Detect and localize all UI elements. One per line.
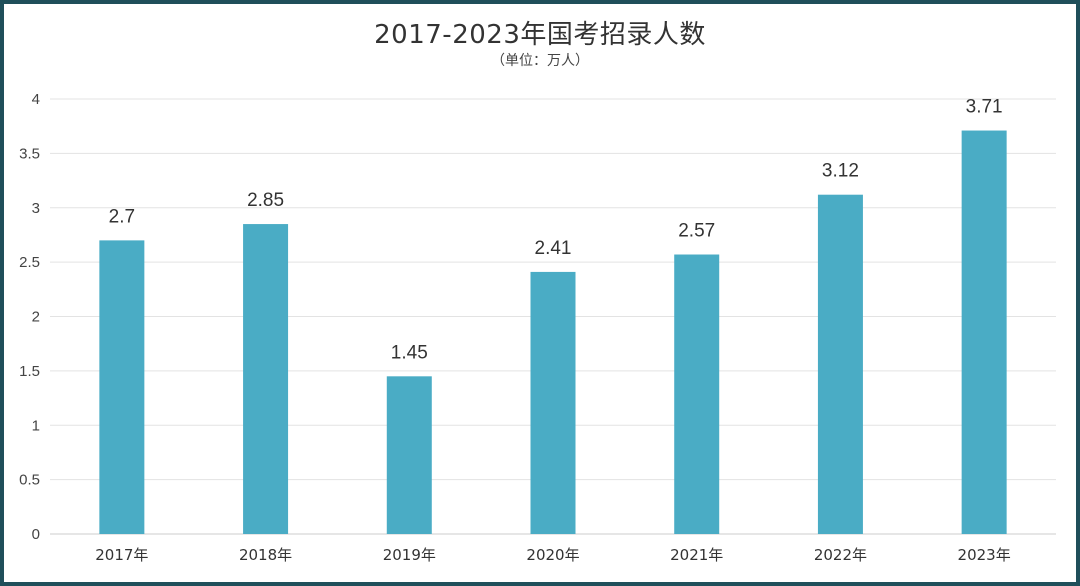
chart-title: 2017-2023年国考招录人数 (374, 20, 706, 50)
y-tick-label: 0 (32, 526, 40, 543)
y-tick-label: 4 (32, 91, 40, 108)
x-category-label: 2019年 (383, 546, 436, 564)
y-tick-label: 1.5 (19, 363, 40, 380)
bar-2022年 (817, 194, 863, 534)
data-label: 2.57 (678, 221, 715, 242)
y-tick-label: 1 (32, 417, 40, 434)
data-label: 2.85 (247, 190, 284, 211)
data-label: 2.41 (535, 238, 572, 259)
data-labels: 2.7 2.85 1.45 2.41 2.57 3.12 3.71 (109, 97, 1003, 364)
y-tick-label: 3.5 (19, 145, 40, 162)
bar-2018年 (243, 224, 289, 534)
data-label: 3.12 (822, 161, 859, 182)
x-category-label: 2018年 (239, 546, 292, 564)
x-category-label: 2017年 (95, 546, 148, 564)
bars (99, 130, 1007, 534)
x-category-label: 2021年 (670, 546, 723, 564)
bar-2017年 (99, 240, 145, 534)
chart-subtitle: （单位：万人） (491, 53, 589, 69)
y-tick-label: 3 (32, 200, 40, 217)
x-category-label: 2022年 (814, 546, 867, 564)
x-category-label: 2020年 (526, 546, 579, 564)
data-label: 1.45 (391, 342, 428, 363)
y-tick-label: 0.5 (19, 472, 40, 489)
y-tick-label: 2 (32, 309, 40, 326)
y-axis-ticks: 0 0.5 1 1.5 2 2.5 3 3.5 4 (19, 91, 40, 543)
data-label: 3.71 (966, 97, 1003, 118)
bar-2021年 (674, 254, 720, 534)
bar-2019年 (386, 376, 432, 534)
bar-2023年 (961, 130, 1007, 534)
x-category-label: 2023年 (958, 546, 1011, 564)
x-axis-categories: 2017年 2018年 2019年 2020年 2021年 2022年 2023年 (95, 546, 1010, 564)
bar-2020年 (530, 271, 576, 534)
y-tick-label: 2.5 (19, 254, 40, 271)
data-label: 2.7 (109, 206, 135, 227)
